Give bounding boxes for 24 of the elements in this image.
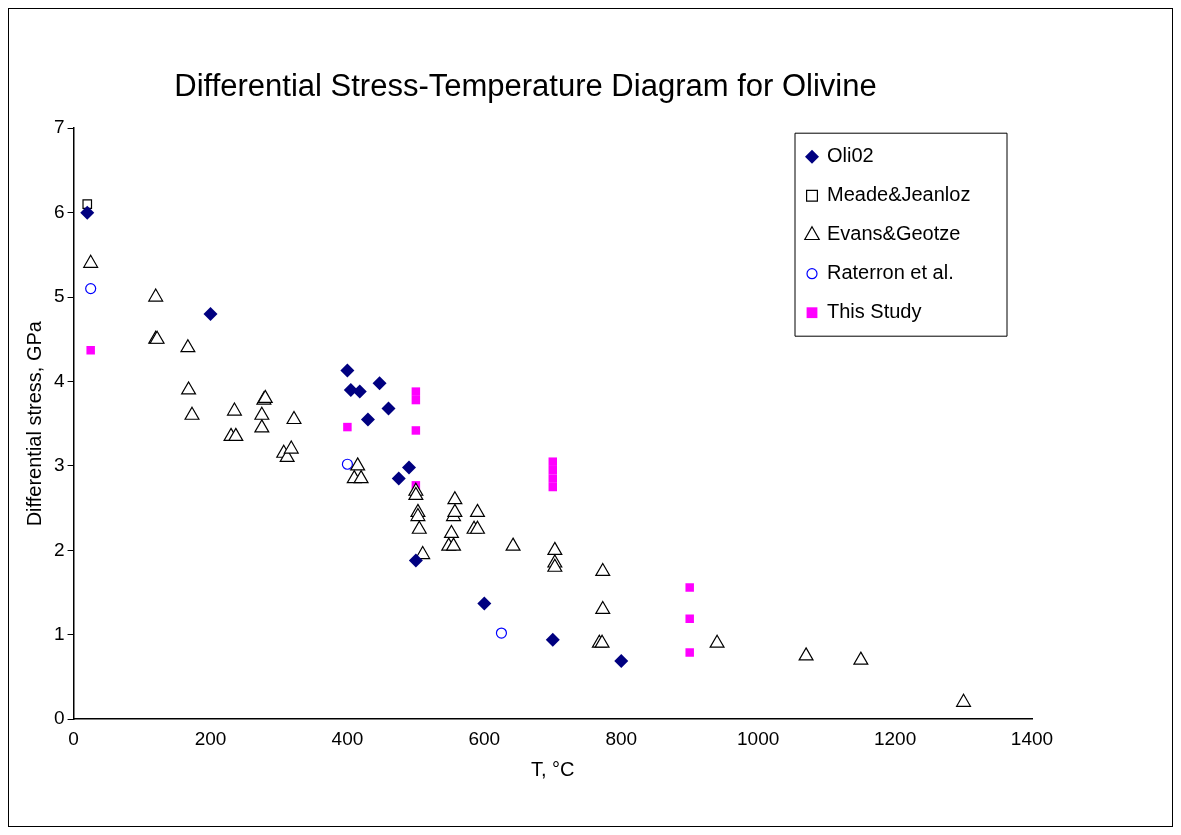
- y-tick-label: 5: [53, 285, 65, 307]
- legend-label: Meade&Jeanloz: [827, 183, 971, 206]
- x-tick-label: 800: [605, 727, 638, 749]
- y-tick-label: 4: [53, 369, 65, 391]
- y-axis-title: Differential stress, GPa: [22, 320, 45, 527]
- y-tick-label: 7: [53, 116, 65, 138]
- y-tick-label: 2: [53, 538, 65, 560]
- x-tick-label: 1400: [1010, 727, 1054, 749]
- legend-label: Raterron et al.: [827, 261, 954, 284]
- legend-label: This Study: [827, 300, 922, 323]
- x-tick-label: 200: [194, 727, 227, 749]
- y-tick-label: 3: [53, 454, 65, 476]
- y-tick-label: 6: [53, 200, 65, 222]
- chart-title: Differential Stress-Temperature Diagram for Olivine: [174, 68, 877, 104]
- x-tick-label: 400: [331, 727, 364, 749]
- x-tick-label: 0: [68, 727, 79, 749]
- x-tick-label: 1000: [737, 727, 780, 749]
- y-tick-label: 1: [53, 623, 65, 645]
- legend-label: Evans&Geotze: [827, 222, 961, 245]
- x-axis-title: T, °C: [531, 757, 575, 780]
- y-tick-label: 0: [53, 707, 65, 729]
- x-tick-label: 1200: [873, 727, 917, 749]
- legend-label: Oli02: [827, 144, 874, 167]
- x-tick-label: 600: [468, 727, 501, 749]
